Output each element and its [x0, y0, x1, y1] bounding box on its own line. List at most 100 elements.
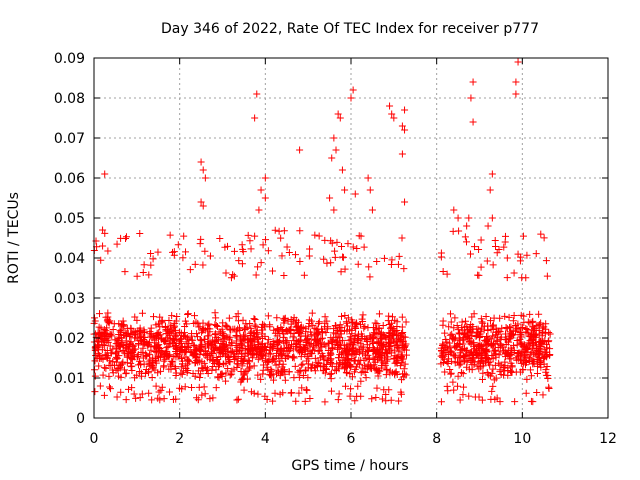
data-point	[544, 374, 552, 382]
data-point	[257, 348, 265, 356]
data-point	[491, 242, 499, 250]
data-point	[235, 347, 243, 355]
data-point	[375, 310, 383, 318]
data-point	[342, 382, 350, 390]
data-point	[351, 368, 359, 376]
data-point	[271, 226, 279, 234]
data-point	[263, 395, 271, 403]
data-point	[491, 236, 499, 244]
data-point	[437, 249, 445, 257]
x-tick-label: 6	[347, 431, 356, 447]
data-point	[122, 369, 130, 377]
data-point	[115, 335, 123, 343]
data-point	[521, 344, 529, 352]
data-point	[183, 320, 191, 328]
data-point	[154, 394, 162, 402]
data-point	[304, 374, 312, 382]
data-point	[131, 334, 139, 342]
data-point	[341, 265, 349, 273]
data-point	[271, 389, 279, 397]
data-point	[510, 269, 518, 277]
data-point	[321, 313, 329, 321]
data-point	[238, 362, 246, 370]
data-point	[354, 260, 362, 268]
data-point	[269, 376, 277, 384]
data-point	[519, 366, 527, 374]
data-point	[398, 323, 406, 331]
data-point	[101, 341, 109, 349]
data-point	[100, 364, 108, 372]
data-point	[496, 314, 504, 322]
data-point	[275, 360, 283, 368]
data-point	[91, 388, 99, 396]
data-point	[272, 361, 280, 369]
data-point	[139, 341, 147, 349]
data-point	[125, 341, 133, 349]
data-point	[106, 342, 114, 350]
data-point	[321, 398, 329, 406]
data-point	[280, 272, 288, 280]
data-point	[214, 323, 222, 331]
data-point	[387, 396, 395, 404]
data-point	[200, 335, 208, 343]
data-point	[239, 375, 246, 383]
data-point	[402, 340, 410, 348]
data-point	[128, 384, 136, 392]
data-point	[482, 312, 490, 320]
data-point	[354, 360, 362, 368]
x-tick-labels: 0 2 4 6 8 10 12	[90, 431, 617, 447]
data-point	[493, 338, 501, 346]
data-point	[401, 360, 409, 368]
data-point	[331, 253, 339, 261]
data-point	[99, 355, 107, 363]
data-point	[261, 174, 269, 182]
data-point	[341, 311, 349, 319]
data-point	[513, 341, 521, 349]
data-point	[232, 341, 240, 349]
data-point	[486, 361, 494, 369]
data-point	[343, 362, 351, 370]
data-point	[526, 355, 534, 363]
data-point	[309, 343, 317, 351]
data-point	[328, 362, 336, 370]
data-point	[143, 339, 151, 347]
data-point	[153, 329, 161, 337]
data-point	[537, 230, 545, 238]
data-point	[259, 370, 267, 378]
data-point	[101, 170, 109, 178]
data-point	[152, 382, 160, 390]
data-point	[287, 341, 295, 349]
data-point	[228, 339, 236, 347]
data-point	[113, 240, 121, 248]
data-point	[152, 339, 160, 347]
data-point	[262, 236, 270, 244]
data-point	[468, 313, 476, 321]
data-point	[193, 394, 201, 402]
data-point	[173, 346, 181, 354]
data-point	[533, 388, 541, 396]
data-point	[329, 344, 337, 352]
data-point	[335, 344, 343, 352]
data-point	[249, 329, 257, 337]
data-point	[516, 257, 524, 265]
data-point	[287, 320, 295, 328]
data-point	[252, 344, 260, 352]
data-point	[211, 337, 219, 345]
data-point	[343, 369, 351, 377]
data-point	[206, 252, 214, 260]
data-point	[351, 323, 359, 331]
data-point	[341, 365, 349, 373]
data-point	[99, 242, 107, 250]
data-point	[291, 362, 299, 370]
data-point	[327, 387, 335, 395]
data-point	[130, 390, 138, 398]
data-point	[456, 396, 464, 404]
data-point	[234, 360, 242, 368]
data-point	[365, 263, 373, 271]
data-point	[281, 376, 289, 384]
data-point	[363, 341, 371, 349]
data-point	[371, 319, 379, 327]
data-point	[235, 257, 243, 265]
data-point	[396, 362, 404, 370]
data-point	[174, 241, 182, 249]
